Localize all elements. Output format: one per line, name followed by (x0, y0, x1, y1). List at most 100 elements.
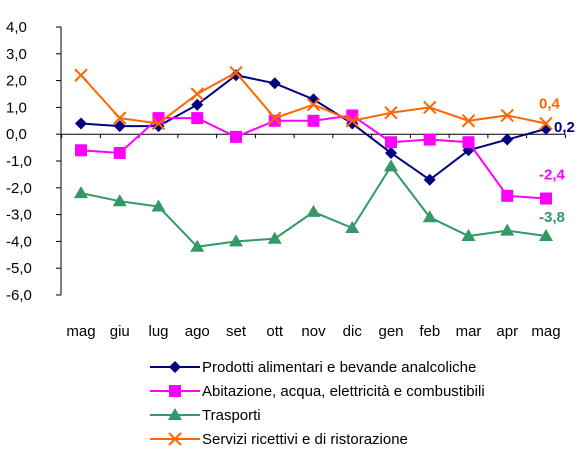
data-point-stroke (500, 108, 514, 123)
data-point (191, 98, 204, 111)
data-point (113, 111, 127, 125)
end-value-label: -2,4 (539, 167, 566, 184)
data-point (190, 239, 205, 252)
y-tick-label: 0,0 (6, 126, 27, 143)
legend-label-trasporti: Trasporti (202, 406, 261, 424)
end-value-label: 0,2 (554, 119, 575, 136)
x-tick-label: set (226, 323, 247, 340)
x-tick-label: dic (343, 323, 363, 340)
legend-item-abitazione: Abitazione, acqua, elettricità e combust… (150, 379, 485, 403)
data-point-stroke (268, 111, 282, 125)
data-point (384, 106, 398, 120)
data-point (384, 159, 398, 172)
x-tick-label: feb (419, 323, 440, 340)
data-point (385, 136, 397, 149)
legend-item-servizi: Servizi ricettivi e di ristorazione (150, 427, 485, 451)
data-point (423, 100, 437, 115)
data-point (74, 68, 88, 82)
y-tick-label: -4,0 (6, 233, 32, 250)
x-tick-label: mar (456, 323, 482, 340)
y-tick-label: -2,0 (6, 180, 32, 197)
data-point (461, 114, 476, 128)
x-tick-label: mag (531, 323, 560, 340)
data-point-stroke (461, 114, 476, 128)
data-point-stroke (74, 68, 88, 82)
data-point-stroke (306, 98, 321, 112)
x-tick-label: nov (301, 323, 326, 340)
chart-labels: 4,0 3,0 2,0 1,0 0,0 -1,0 -2,0 -3,0 -4,0 -5,0 -6,0 m… (6, 19, 575, 340)
series-line-0 (80, 74, 547, 181)
data-point (75, 117, 87, 130)
chart-axes (56, 26, 566, 296)
data-point (230, 130, 242, 143)
data-point (74, 186, 88, 199)
data-point (113, 146, 126, 159)
data-point (229, 65, 243, 80)
data-point (501, 189, 514, 202)
data-point (307, 114, 320, 127)
data-point-stroke (345, 114, 359, 128)
chart-legend: Prodotti alimentari e bevande analcolich… (150, 355, 485, 451)
data-point (500, 223, 515, 236)
legend-label-alimentari: Prodotti alimentari e bevande analcolich… (202, 358, 477, 376)
data-point (229, 234, 243, 247)
data-point (422, 210, 437, 223)
data-point (500, 108, 514, 123)
end-value-label: -3,8 (539, 209, 565, 226)
data-point (112, 194, 127, 207)
data-point (268, 111, 282, 125)
x-tick-label: giu (110, 323, 130, 340)
data-point-stroke (151, 116, 166, 131)
data-point (75, 144, 87, 157)
x-tick-label: lug (148, 323, 168, 340)
legend-swatch-alimentari (150, 361, 200, 373)
data-point (230, 69, 242, 82)
x-tick-label: apr (496, 323, 518, 340)
end-value-label: 0,4 (539, 95, 561, 112)
data-point (462, 136, 475, 149)
chart-series (74, 65, 553, 252)
data-point (539, 116, 553, 131)
legend-swatch-servizi (150, 432, 200, 446)
data-point-stroke (190, 87, 204, 101)
data-point (113, 120, 126, 133)
y-tick-label: 4,0 (6, 19, 27, 36)
x-tick-label: mag (66, 323, 95, 340)
data-point (191, 112, 204, 125)
legend-swatch-abitazione (150, 385, 200, 397)
data-point (385, 146, 397, 159)
data-point (306, 204, 321, 217)
y-tick-label: -1,0 (6, 153, 32, 170)
legend-item-alimentari: Prodotti alimentari e bevande analcolich… (150, 355, 485, 379)
data-point (461, 229, 476, 242)
x-tick-label: ago (185, 323, 210, 340)
data-point (268, 77, 281, 90)
data-point (540, 192, 552, 205)
y-tick-label: -3,0 (6, 207, 32, 224)
data-point (501, 133, 514, 146)
x-tick-label: gen (378, 323, 403, 340)
data-point-stroke (423, 100, 437, 115)
data-point (423, 133, 436, 146)
data-point-stroke (113, 111, 127, 125)
legend-label-abitazione: Abitazione, acqua, elettricità e combust… (202, 382, 485, 400)
line-chart: 4,0 3,0 2,0 1,0 0,0 -1,0 -2,0 -3,0 -4,0 -5,0 -6,0 m… (6, 19, 575, 340)
legend-item-trasporti: Trasporti (150, 403, 485, 427)
data-point (345, 114, 359, 128)
y-tick-label: -6,0 (6, 287, 32, 304)
y-tick-label: -5,0 (6, 260, 32, 277)
data-point (151, 199, 166, 212)
data-point-stroke (229, 65, 243, 80)
x-tick-label: ott (266, 323, 284, 340)
data-point (151, 116, 166, 131)
data-point-stroke (539, 116, 553, 131)
data-point (190, 87, 204, 101)
data-point-stroke (384, 106, 398, 120)
y-tick-label: 3,0 (6, 46, 27, 63)
data-point (423, 173, 436, 186)
data-point (345, 221, 360, 233)
data-point (306, 98, 321, 112)
legend-label-servizi: Servizi ricettivi e di ristorazione (202, 430, 408, 448)
series-line-1 (80, 114, 547, 200)
data-point (539, 229, 553, 242)
